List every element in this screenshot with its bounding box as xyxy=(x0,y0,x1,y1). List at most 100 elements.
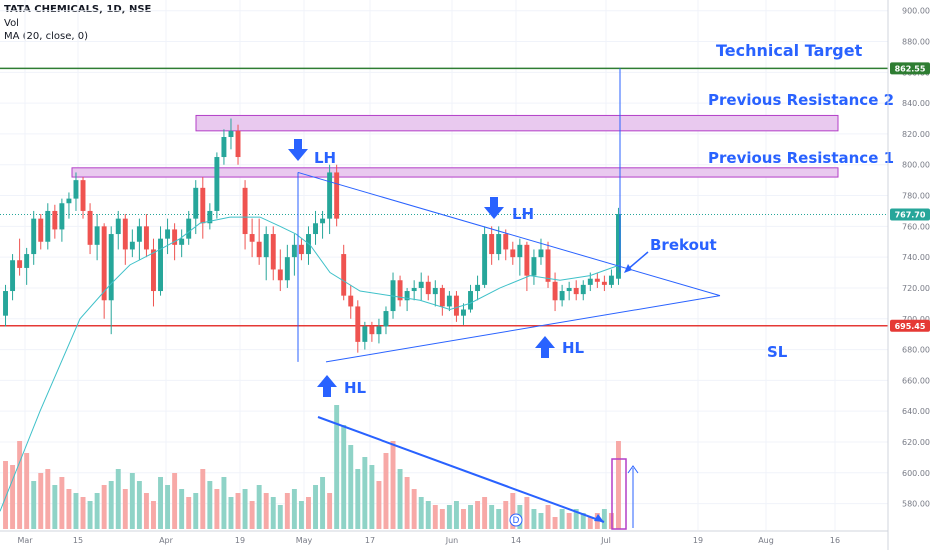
y-tick-label: 760.00 xyxy=(902,222,930,231)
volume-bar xyxy=(17,441,23,529)
candle-body xyxy=(284,257,290,281)
candle-body xyxy=(94,226,100,245)
candle-body xyxy=(270,234,276,270)
x-tick-label: Aug xyxy=(758,536,774,545)
volume-bar xyxy=(24,453,30,529)
y-tick-label: 800.00 xyxy=(902,161,930,170)
volume-bar xyxy=(143,493,149,529)
candle-body xyxy=(242,187,248,235)
sl-label: SL xyxy=(767,343,788,361)
volume-bar xyxy=(263,493,269,529)
candle-body xyxy=(404,291,410,301)
candle-body xyxy=(348,295,354,307)
y-tick-label: 840.00 xyxy=(902,99,930,108)
volume-bar xyxy=(298,501,304,529)
candle-body xyxy=(489,234,495,255)
volume-bar xyxy=(446,505,452,529)
candle-body xyxy=(418,281,424,288)
candle-body xyxy=(200,187,206,224)
volume-bar xyxy=(108,481,114,529)
candle-body xyxy=(587,278,593,285)
candle-body xyxy=(616,214,621,279)
candle-body xyxy=(397,280,403,301)
volume-trend-arrowhead xyxy=(594,514,604,522)
candle-body xyxy=(425,281,431,295)
volume-bar xyxy=(256,485,262,529)
volume-trend-line xyxy=(317,416,605,523)
volume-bar xyxy=(214,489,220,529)
volume-bar xyxy=(496,509,502,529)
x-tick-label: 17 xyxy=(365,536,375,545)
candle-body xyxy=(503,234,509,250)
candle-body xyxy=(411,287,417,292)
price-levels xyxy=(0,67,888,327)
hl-label-2: HL xyxy=(562,339,585,357)
breakout-label: Brekout xyxy=(650,236,717,254)
drawings xyxy=(288,68,721,530)
candle-body xyxy=(73,180,79,199)
volume-bar xyxy=(221,477,227,529)
x-tick-label: 19 xyxy=(693,536,703,545)
candle-body xyxy=(80,180,86,211)
candle-body xyxy=(531,257,537,276)
x-tick-label: May xyxy=(296,536,313,545)
target-price-tag xyxy=(890,62,930,75)
price-axis: 580.00 600.00 620.00 640.00 660.00 680.00 700.… xyxy=(887,0,930,550)
volume-bar xyxy=(341,425,347,529)
candle-body xyxy=(355,306,361,342)
x-tick-label: 14 xyxy=(511,536,521,545)
candle-body xyxy=(461,309,466,316)
candle-body xyxy=(383,311,389,327)
candle-body xyxy=(446,295,452,307)
volume-bar xyxy=(362,457,368,529)
candle-body xyxy=(172,229,178,245)
candle-body xyxy=(101,226,107,301)
volume-bar xyxy=(425,501,431,529)
candle-body xyxy=(3,291,8,316)
volume-bar xyxy=(45,469,51,529)
x-tick-label: Jul xyxy=(600,536,611,545)
volume-bar xyxy=(235,493,241,529)
volume-bar xyxy=(587,517,593,529)
y-tick-label: 900.00 xyxy=(902,7,930,16)
candle-body xyxy=(129,241,135,250)
candle-body xyxy=(24,254,30,268)
volume-bar xyxy=(510,493,516,529)
x-tick-label: Jun xyxy=(445,536,459,545)
volume-bar xyxy=(186,497,192,529)
last-price-tag-label: 767.70 xyxy=(895,210,926,219)
volume-bar xyxy=(573,509,579,529)
volume-bar xyxy=(461,509,466,529)
candle-body xyxy=(552,281,558,301)
volume-bar xyxy=(94,493,100,529)
candle-body xyxy=(59,203,65,230)
volume-bar xyxy=(207,481,213,529)
volume-bar xyxy=(475,501,481,529)
breakout-arrow-line xyxy=(626,251,649,271)
x-tick-label: Apr xyxy=(159,536,174,545)
volume-bar xyxy=(129,473,135,529)
candle-body xyxy=(327,172,333,219)
volume-bar xyxy=(284,493,290,529)
volume-bar xyxy=(291,489,297,529)
volume-bar xyxy=(432,505,438,529)
candle-body xyxy=(510,249,516,258)
volume-marker xyxy=(509,513,523,527)
volume-bar xyxy=(158,477,163,529)
volume-bar xyxy=(383,453,389,529)
grid xyxy=(0,0,888,530)
previous-resistance-1-label: Previous Resistance 1 xyxy=(708,149,894,167)
volume-bar xyxy=(580,513,586,529)
candle-body xyxy=(221,137,227,158)
lh-arrow-1-icon xyxy=(288,139,308,161)
candle-body xyxy=(573,287,579,295)
x-tick-label: 15 xyxy=(73,536,83,545)
volume-bar xyxy=(306,497,311,529)
volume-bar xyxy=(31,481,37,529)
volume-bar xyxy=(136,481,142,529)
candle-body xyxy=(601,281,607,285)
candle-body xyxy=(496,234,502,255)
lh-label-2: LH xyxy=(512,205,534,223)
volume-bar xyxy=(397,469,403,529)
